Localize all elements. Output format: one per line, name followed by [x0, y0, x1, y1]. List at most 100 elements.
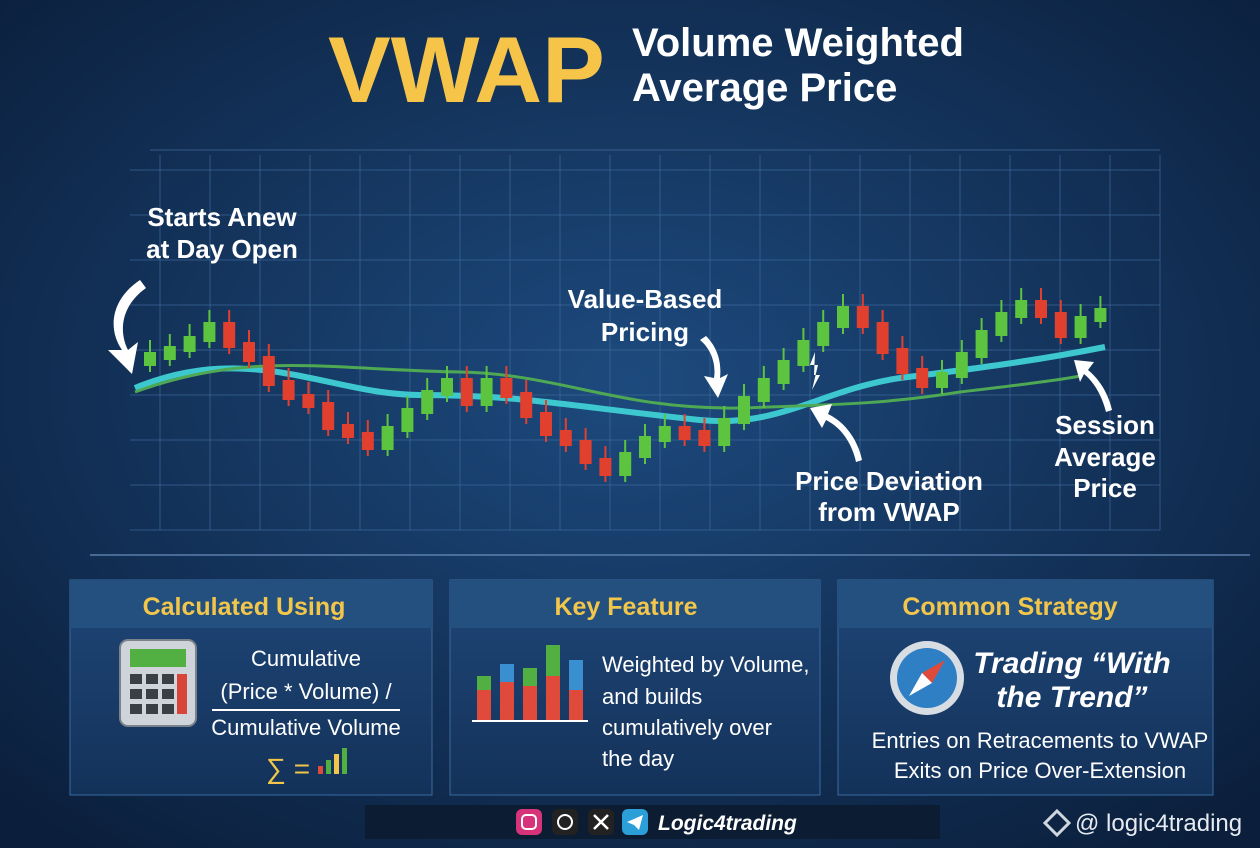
- panel-header: [450, 580, 820, 628]
- brand: Logic4trading: [658, 812, 797, 835]
- candle-body: [916, 368, 929, 388]
- panel-text: Cumulative: [251, 646, 361, 671]
- candle-body: [163, 346, 176, 360]
- candle-body: [322, 402, 335, 430]
- compass-icon: [890, 641, 964, 715]
- candle-body: [876, 322, 889, 354]
- annotation: from VWAP: [818, 497, 960, 527]
- annotation: Starts Anew: [147, 202, 297, 232]
- annotation: Price: [1073, 473, 1137, 503]
- candle-body: [1094, 308, 1107, 322]
- candle-body: [678, 426, 691, 440]
- candle-body: [1054, 312, 1067, 338]
- candle-body: [777, 360, 790, 384]
- candle-body: [599, 458, 612, 476]
- arrow: [810, 404, 862, 462]
- candle-body: [381, 426, 394, 450]
- annotation: Session: [1055, 410, 1155, 440]
- panel-text: cumulatively over: [602, 715, 772, 740]
- social-icons: [516, 809, 648, 835]
- candle-body: [559, 430, 572, 446]
- panel: Calculated Using Cumulative (Price * Vol…: [69, 579, 433, 796]
- mini-bars: [318, 748, 347, 774]
- candle-body: [262, 356, 275, 386]
- candle-body: [619, 452, 632, 476]
- arrow: [810, 352, 820, 390]
- candle-body: [658, 426, 671, 442]
- arrow: [108, 280, 146, 374]
- panel-text: (Price * Volume) /: [220, 679, 392, 704]
- watermark: @ logic4trading: [1075, 810, 1242, 837]
- candle-body: [421, 390, 434, 414]
- subtitle: Volume Weighted: [632, 21, 964, 65]
- candle-body: [460, 378, 473, 406]
- candle-body: [995, 312, 1008, 336]
- candles: [144, 288, 1107, 482]
- candle-body: [520, 392, 533, 418]
- candle-body: [302, 394, 315, 408]
- candle-body: [401, 408, 414, 432]
- arrow: [1074, 360, 1112, 412]
- panel-text: Exits on Price Over-Extension: [894, 758, 1186, 783]
- annotation: Price Deviation: [795, 466, 983, 496]
- candle-body: [975, 330, 988, 358]
- panel: Key Feature Weighted by Volume, and buil…: [449, 579, 821, 796]
- panel-title: Key Feature: [554, 593, 697, 621]
- footer-bar: [365, 805, 940, 839]
- panel-heading: Trading “With: [973, 647, 1171, 680]
- candle-body: [500, 378, 513, 398]
- arrows: [108, 280, 1112, 462]
- candle-body: [441, 378, 453, 396]
- formula: ∑ =: [266, 753, 310, 784]
- panel-title: Common Strategy: [902, 593, 1117, 621]
- candle-body: [203, 322, 216, 342]
- candle-body: [1015, 300, 1028, 318]
- panel-text: the day: [602, 746, 674, 771]
- subtitle: Average Price: [632, 66, 897, 110]
- calculator-icon: [119, 639, 197, 727]
- annotation: at Day Open: [146, 234, 298, 264]
- candle-body: [243, 342, 255, 362]
- candle-body: [955, 352, 968, 378]
- candle-body: [540, 412, 552, 436]
- candle-body: [698, 430, 711, 446]
- candle-body: [718, 418, 731, 446]
- watermark-icon: [1042, 808, 1072, 838]
- panel-text: Weighted by Volume,: [602, 652, 810, 677]
- annotation: Value-Based: [568, 284, 723, 314]
- candle-body: [282, 380, 295, 400]
- candle-body: [579, 440, 592, 464]
- candle-body: [480, 378, 493, 406]
- candle-body: [856, 306, 869, 328]
- panel-header: [70, 580, 432, 628]
- candle-body: [817, 322, 830, 346]
- arrow: [700, 336, 728, 398]
- candle-body: [183, 336, 196, 352]
- candle-body: [144, 352, 156, 366]
- candle-body: [361, 432, 374, 450]
- panel-text: Entries on Retracements to VWAP: [872, 728, 1209, 753]
- candle-body: [757, 378, 770, 402]
- candle-body: [936, 372, 948, 388]
- panel-title: Calculated Using: [143, 593, 346, 621]
- candle-body: [896, 348, 909, 374]
- volume-bars-icon: [472, 645, 588, 722]
- panel-header: [838, 580, 1213, 628]
- candle-body: [639, 436, 651, 458]
- candle-body: [1035, 300, 1047, 318]
- panel: Common Strategy Trading “With the Trend”…: [837, 579, 1214, 796]
- panel-text: Cumulative Volume: [211, 715, 401, 740]
- candle-body: [223, 322, 236, 348]
- candle-body: [1074, 316, 1087, 338]
- annotation: Pricing: [601, 317, 689, 347]
- candle-body: [797, 340, 810, 366]
- panel-heading: the Trend”: [996, 681, 1147, 714]
- candle-body: [342, 424, 354, 438]
- panel-text: and builds: [602, 684, 702, 709]
- candle-body: [837, 306, 849, 328]
- annotation: Average: [1054, 442, 1156, 472]
- candle-body: [738, 396, 750, 424]
- average-line: [134, 364, 1081, 410]
